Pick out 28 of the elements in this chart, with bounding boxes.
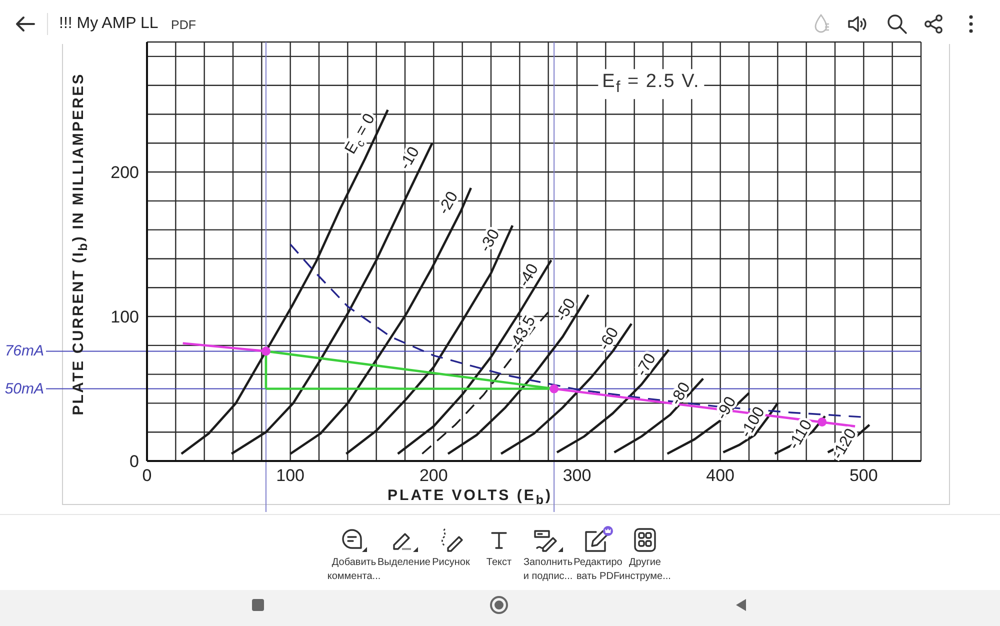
x-tick-label: 500 [849, 466, 878, 486]
x-tick-label: 300 [562, 466, 592, 486]
y-tick-label: 100 [110, 308, 139, 327]
text: -50 [552, 296, 579, 324]
x-tick-label: 200 [419, 466, 448, 486]
y-tick-label: 0 [130, 452, 139, 472]
text: PDF [171, 17, 196, 33]
text: -20 [435, 188, 462, 218]
x-tick-label: 100 [276, 466, 305, 486]
text: -80 [667, 379, 694, 408]
text: Текст [486, 556, 512, 570]
y-tick-label: 200 [110, 163, 139, 182]
text: -40 [515, 260, 542, 290]
x-tick-label: 0 [142, 466, 152, 486]
text: -10 [396, 144, 423, 172]
x-tick-label: 400 [706, 466, 735, 486]
text: Выделение [378, 556, 430, 570]
text: -70 [632, 350, 660, 380]
text: !!! My AMP LL [59, 14, 158, 34]
text: -90 [713, 394, 740, 422]
x-axis-title: PLATE VOLTS (E$_{b}$) [388, 487, 552, 507]
text: -30 [476, 226, 503, 255]
annotation: E$_{f}$ = 2.5 V. [598, 69, 704, 99]
ref-line-label: 50mA [4, 380, 44, 398]
text: Заполнить и подпис... [523, 556, 573, 584]
text: Рисунок [432, 556, 470, 570]
text: -60 [596, 324, 622, 354]
ref-line-label: 76mA [4, 342, 44, 360]
